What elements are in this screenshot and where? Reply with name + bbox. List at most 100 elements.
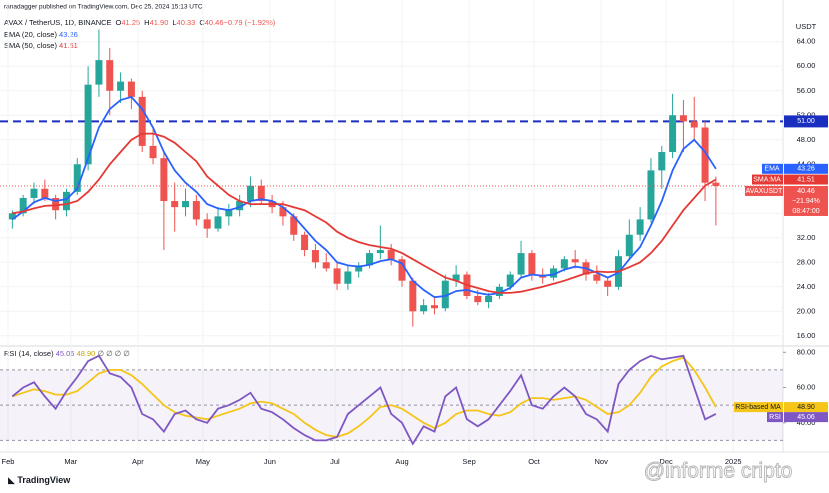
symbol-tag-text: AVAXUSDT (746, 188, 783, 195)
candle-body (290, 216, 298, 235)
y-tick-label: 60.00 (797, 61, 816, 70)
x-tick-label: Sep (462, 457, 475, 466)
x-tick-label: Feb (2, 457, 15, 466)
y-tick-label: 44.00 (797, 159, 816, 168)
candle-body (560, 259, 568, 269)
rsi-tag-text: RSI (769, 414, 781, 421)
candle-body (387, 250, 395, 260)
candle-body (604, 280, 612, 287)
ohlc-label: O (116, 18, 122, 27)
y-tick-label: 20.00 (797, 306, 816, 315)
candle-body (701, 127, 709, 183)
symbol-tag (745, 185, 783, 196)
publisher: ranadagger published on TradingView.com,… (4, 4, 203, 11)
candle-body (301, 234, 309, 251)
candle-body (73, 164, 81, 192)
sma-tag-text: SMA:MA (753, 176, 781, 183)
rsi-line (12, 356, 717, 438)
y-tick-label: 48.00 (797, 135, 816, 144)
last-price-text: −21.94% (792, 198, 820, 205)
candle-body (376, 250, 384, 254)
symbol-legend: AVAX / TetherUS, 1D, BINANCE O41.25 H41.90… (4, 18, 276, 27)
candle-body (322, 262, 330, 269)
logo-mark: ◣ (8, 475, 17, 485)
y-tick-label: 16.00 (797, 331, 816, 340)
ema-legend: EMA (20, close) 43.26 (4, 30, 78, 39)
x-tick-label: Oct (528, 457, 541, 466)
rsi-ma-value-text: 48.90 (797, 404, 815, 411)
candle-body (52, 197, 60, 211)
candle-body (712, 182, 720, 186)
sma-name: SMA (50, close) (4, 41, 57, 50)
rsi-line (11, 354, 717, 446)
candle-body (517, 253, 525, 275)
ema-tag (762, 163, 783, 174)
x-tick-label: Jun (264, 457, 276, 466)
footer-logo: ◣ TradingView (8, 475, 71, 485)
candle-body (30, 188, 38, 198)
x-tick-label: Apr (132, 457, 144, 466)
candle-body (420, 305, 428, 312)
footer-text: TradingView (17, 475, 71, 485)
x-tick-label: Mar (64, 457, 77, 466)
rsi-ma-value: 48.90 (77, 349, 96, 358)
ohlc-label: H (144, 18, 149, 27)
candle-body (279, 207, 287, 217)
ohlc-value: 40.33 (177, 18, 196, 27)
ohlc-label: L (172, 18, 176, 27)
candle-body (138, 96, 146, 146)
rsi-ma-tag (734, 402, 783, 413)
rsi-extra: ∅ ∅ ∅ ∅ (97, 349, 129, 358)
last-price-text: 08:47:00 (792, 208, 819, 215)
candle-body (225, 210, 233, 217)
candle-body (192, 201, 200, 220)
y-tick-label: 28.00 (797, 257, 816, 266)
candle-body (8, 213, 16, 220)
y-tick-label: 32.00 (797, 233, 816, 242)
rsi-ma-tag-text: RSI-based MA (735, 404, 781, 411)
rsi-tick-label: 60.00 (797, 383, 816, 392)
candle-body (409, 280, 417, 312)
candle-body (127, 81, 135, 97)
sma-legend: SMA (50, close) 41.51 (4, 41, 78, 50)
watermark: @informe cripto (644, 460, 793, 483)
x-tick-label: Nov (594, 457, 608, 466)
last-price-text: 40.46 (797, 188, 815, 195)
sma-value-tag-text: 41.51 (797, 176, 815, 183)
rsi-tick-label: 80.00 (797, 347, 816, 356)
candle-body (636, 219, 644, 235)
candle-body (106, 60, 114, 91)
candle-body (160, 158, 168, 202)
rsi-legend: RSI (14, close) 45.06 48.90 ∅ ∅ ∅ ∅ (4, 349, 130, 358)
candle-body (257, 185, 265, 202)
candle-body (571, 259, 579, 263)
candle-body (485, 295, 493, 303)
candle-body (333, 268, 341, 284)
last-price-tag (784, 185, 828, 216)
candle-body (246, 185, 254, 202)
candle-body (182, 201, 190, 208)
ema-tag-text: EMA (764, 166, 780, 173)
ohlc-value: −0.79 (−1.92%) (224, 18, 276, 27)
candle-body (452, 274, 460, 281)
candle-body (355, 265, 363, 272)
candle-body (506, 274, 514, 287)
sma-value: 41.51 (59, 41, 78, 50)
y-tick-label: 56.00 (797, 86, 816, 95)
candle-body (95, 60, 103, 85)
candle-body (625, 234, 633, 257)
y-tick-label: 64.00 (797, 37, 816, 46)
ma-line (12, 132, 717, 294)
level-tag-text: 51.00 (797, 118, 815, 125)
ohlc-label: C (199, 18, 205, 27)
candle-body (84, 84, 92, 165)
x-tick-label: Dec (659, 457, 673, 466)
sma-tag (752, 174, 783, 185)
candle-body (528, 253, 536, 275)
rsi-value-tag (784, 412, 828, 423)
candle-body (669, 115, 677, 153)
rsi-tag (767, 412, 783, 423)
candle-body (550, 268, 558, 278)
ohlc-value: 41.90 (150, 18, 169, 27)
candle-body (690, 121, 698, 128)
